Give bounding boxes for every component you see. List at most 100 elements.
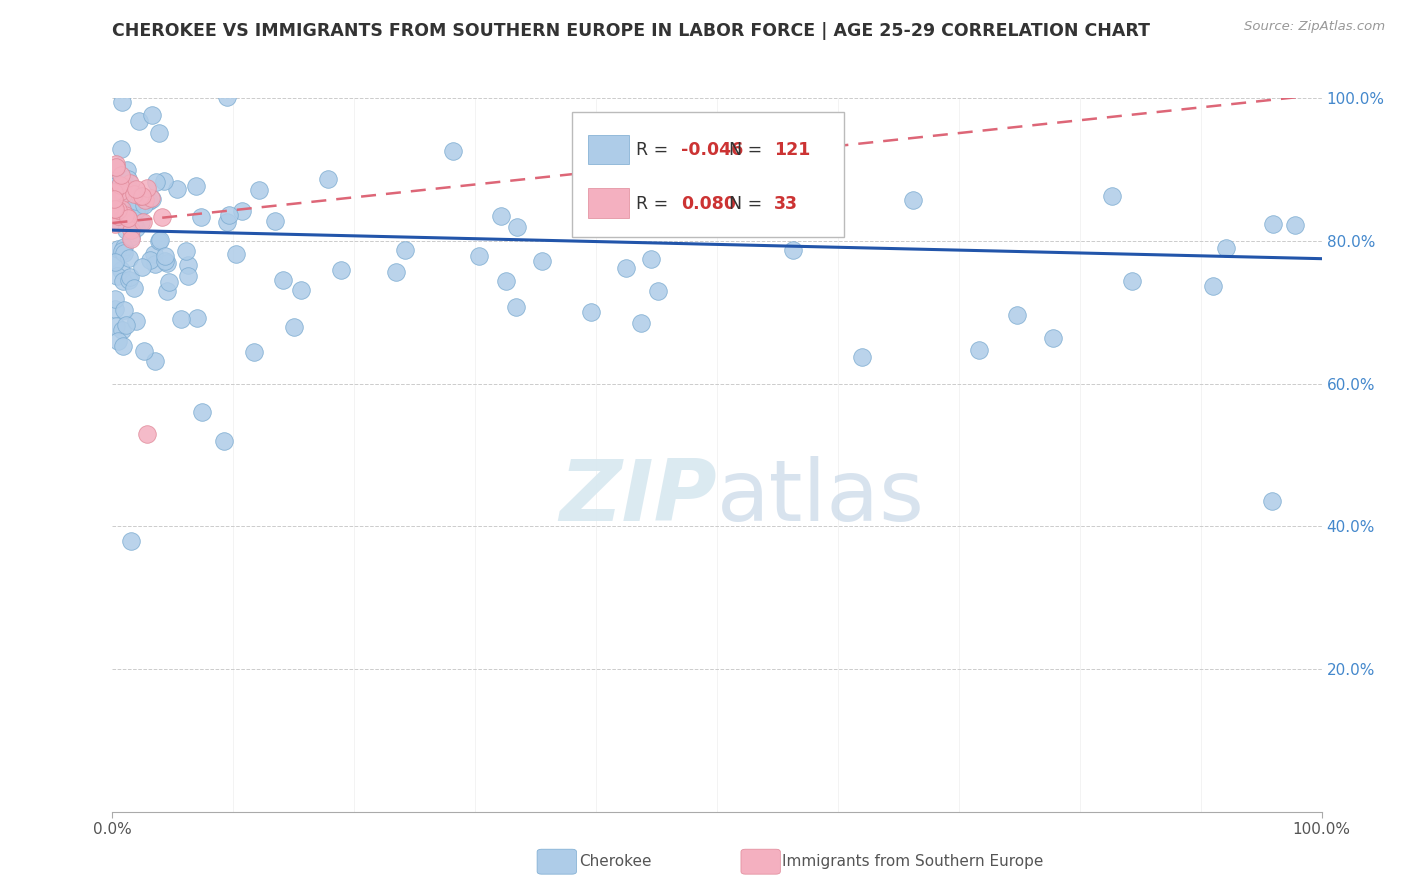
Text: Immigrants from Southern Europe: Immigrants from Southern Europe <box>782 855 1043 869</box>
Point <box>111 244 134 258</box>
Point <box>128 113 150 128</box>
Point <box>125 202 148 217</box>
Point <box>148 126 170 140</box>
Point <box>851 350 873 364</box>
Point <box>177 268 200 283</box>
Point <box>108 178 131 192</box>
Point <box>782 244 804 258</box>
Point <box>231 204 253 219</box>
Point <box>1101 188 1123 202</box>
Point <box>120 183 142 197</box>
Point <box>157 275 180 289</box>
Point <box>104 253 127 268</box>
Point <box>394 243 416 257</box>
Point <box>441 144 464 158</box>
Point <box>103 207 125 221</box>
Point <box>640 252 662 266</box>
Point <box>143 257 166 271</box>
Point <box>191 405 214 419</box>
Point <box>139 191 162 205</box>
Point <box>647 284 669 298</box>
Point <box>215 215 238 229</box>
Point <box>104 179 127 194</box>
Point <box>117 211 139 225</box>
Point <box>105 157 128 171</box>
Text: 121: 121 <box>773 141 810 159</box>
Point <box>153 249 176 263</box>
Point <box>105 161 128 175</box>
Point <box>114 222 136 236</box>
Point <box>105 160 128 174</box>
Point <box>104 318 127 333</box>
Point <box>148 234 170 248</box>
Point <box>120 533 142 548</box>
Point <box>110 263 132 277</box>
Point <box>111 275 134 289</box>
Point <box>215 90 238 104</box>
Point <box>318 171 340 186</box>
Point <box>125 314 148 328</box>
FancyBboxPatch shape <box>572 112 844 237</box>
Point <box>112 302 135 317</box>
Point <box>184 179 207 194</box>
Point <box>969 343 991 357</box>
Point <box>506 220 529 235</box>
Point <box>118 190 141 204</box>
Point <box>107 334 129 348</box>
Point <box>132 343 155 358</box>
Point <box>122 280 145 294</box>
Point <box>111 323 134 337</box>
Point <box>186 311 208 326</box>
Point <box>110 143 132 157</box>
Text: Source: ZipAtlas.com: Source: ZipAtlas.com <box>1244 20 1385 33</box>
Point <box>120 232 142 246</box>
Point <box>1215 241 1237 255</box>
Point <box>104 255 127 269</box>
FancyBboxPatch shape <box>588 188 628 218</box>
Point <box>143 246 166 260</box>
Point <box>579 305 602 319</box>
Point <box>657 211 679 226</box>
Text: 33: 33 <box>773 194 797 212</box>
Point <box>153 254 176 268</box>
Point <box>112 339 135 353</box>
Point <box>190 210 212 224</box>
Text: CHEROKEE VS IMMIGRANTS FROM SOUTHERN EUROPE IN LABOR FORCE | AGE 25-29 CORRELATI: CHEROKEE VS IMMIGRANTS FROM SOUTHERN EUR… <box>112 22 1150 40</box>
Point <box>105 181 128 195</box>
Point <box>762 159 785 173</box>
Point <box>176 244 198 258</box>
Point <box>122 216 145 230</box>
Point <box>134 194 156 208</box>
Point <box>385 265 408 279</box>
Point <box>115 318 138 333</box>
Point <box>129 215 152 229</box>
Point <box>1042 331 1064 345</box>
Point <box>107 209 129 223</box>
Point <box>141 108 163 122</box>
Point <box>117 171 139 186</box>
Text: 0.080: 0.080 <box>681 194 735 212</box>
Point <box>156 284 179 298</box>
Point <box>112 187 135 202</box>
Point <box>122 186 145 201</box>
Point <box>505 300 527 314</box>
Point <box>104 215 127 229</box>
Point <box>149 233 172 247</box>
Point <box>1102 77 1125 91</box>
Point <box>131 189 153 203</box>
Point <box>104 217 127 231</box>
Point <box>218 208 240 222</box>
Point <box>103 186 125 200</box>
Point <box>112 173 135 187</box>
Point <box>135 426 157 441</box>
Point <box>110 168 132 182</box>
Point <box>118 273 141 287</box>
Point <box>125 194 148 209</box>
Point <box>115 181 138 195</box>
Point <box>630 316 652 330</box>
Point <box>114 208 136 222</box>
Point <box>111 179 134 194</box>
Point <box>150 210 173 224</box>
Text: atlas: atlas <box>717 456 925 540</box>
Point <box>112 246 135 260</box>
